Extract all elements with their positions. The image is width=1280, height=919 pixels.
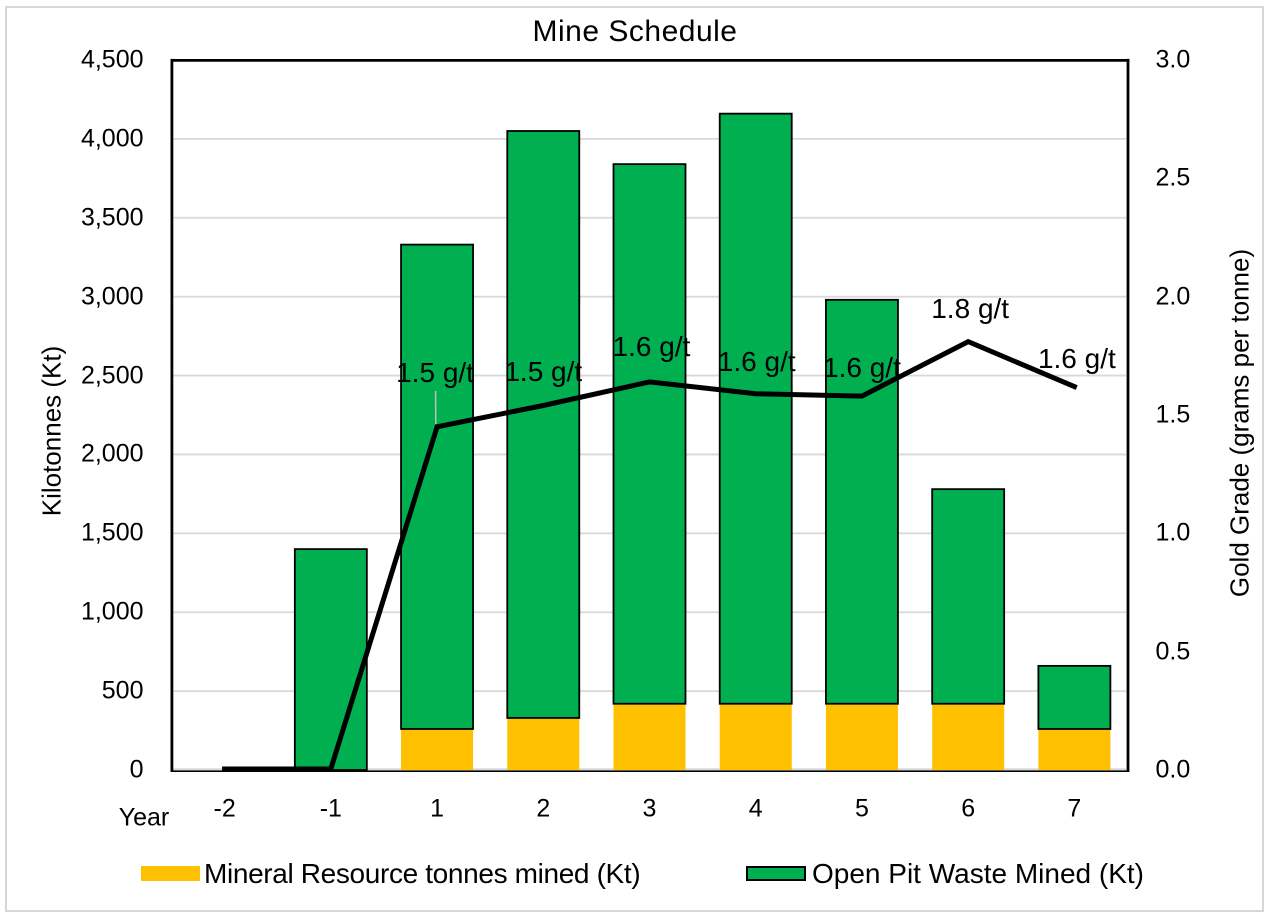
bar-mineral [1038,728,1111,770]
bar-waste [612,163,687,705]
legend-swatch-mineral [140,866,200,881]
right-axis-tick: 2.0 [1155,282,1191,311]
grade-data-label: 1.8 g/t [931,292,1010,324]
bar-waste [718,112,793,705]
x-axis-tick: 3 [642,794,657,822]
x-axis-tick: 7 [1067,794,1082,822]
bar-mineral [507,717,580,770]
right-axis-tick: 2.5 [1155,163,1191,192]
bar-mineral [613,703,686,770]
bar-mineral [932,703,1005,770]
left-axis-tick: 2,000 [80,439,144,468]
x-axis-tick: 4 [748,794,763,822]
bar-waste [506,130,581,719]
chart-area-border [5,6,1264,912]
x-axis-tick: 5 [854,794,869,822]
right-axis-tick: 0.0 [1155,755,1191,784]
bar-mineral [825,703,898,770]
bar-waste [1037,664,1112,730]
bar-waste [400,243,474,730]
grade-data-label: 1.5 g/t [504,356,583,388]
legend-label-waste: Open Pit Waste Mined (Kt) [812,858,1144,889]
x-axis-tick: -1 [319,794,342,822]
x-axis-tick: 1 [430,794,444,822]
grade-data-label: 1.6 g/t [1037,343,1116,374]
x-axis-tick: 2 [536,794,551,822]
grade-data-label: 1.6 g/t [612,331,691,363]
chart-title: Mine Schedule [532,15,738,48]
right-axis-tick: 1.0 [1155,518,1191,547]
bar-waste [931,488,1006,705]
left-axis-title: Kilotonnes (Kt) [36,345,67,517]
left-axis-tick: 3,500 [80,203,144,232]
grade-data-label: 1.6 g/t [717,345,796,377]
left-axis-tick: 500 [101,676,144,705]
left-axis-tick: 4,500 [80,45,144,74]
bar-waste [825,298,899,705]
right-axis-title: Gold Grade (grams per tonne) [1224,248,1255,598]
left-axis-tick: 0 [129,755,144,784]
left-axis-tick: 1,500 [80,518,144,547]
grade-data-label: 1.6 g/t [823,352,901,384]
bar-mineral [719,703,792,770]
left-axis-tick: 3,000 [80,282,144,311]
left-axis-tick: 2,500 [80,361,144,390]
legend-swatch-waste [746,865,806,881]
grade-data-label: 1.5 g/t [396,357,474,389]
grade-line [222,338,1078,772]
x-axis-tick: -2 [213,794,236,822]
right-axis-tick: 0.5 [1155,637,1191,666]
x-axis-title: Year [118,803,170,832]
left-axis-tick: 1,000 [80,597,144,626]
bar-mineral [401,728,474,770]
x-axis-tick: 6 [961,794,976,822]
right-axis-tick: 1.5 [1155,400,1191,429]
legend-label-mineral: Mineral Resource tonnes mined (Kt) [204,858,641,889]
bar-waste [293,548,368,771]
right-axis-tick: 3.0 [1155,45,1191,74]
left-axis-tick: 4,000 [80,124,144,153]
